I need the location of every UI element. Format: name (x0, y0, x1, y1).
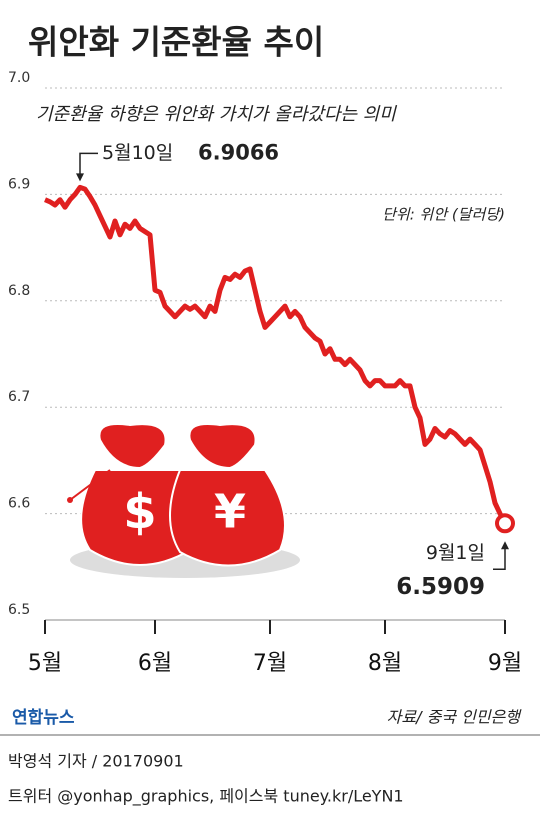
money-bags-illustration: $ ¥ (67, 423, 300, 578)
x-tick-label: 6월 (138, 651, 172, 676)
y-tick-label: 6.7 (8, 389, 30, 405)
end-marker (495, 513, 515, 534)
annotation-arrow (493, 545, 506, 571)
line (44, 184, 508, 525)
source: 자료/ 중국 인민은행 (387, 708, 523, 727)
y-tick-label: 7.0 (8, 70, 30, 86)
y-tick-label: 6.6 (8, 496, 30, 512)
chart-background (0, 0, 540, 735)
annotation-arrow (79, 152, 98, 178)
annotation-arrowhead (501, 541, 509, 550)
y-tick-label: 6.8 (8, 283, 30, 299)
chart-subtitle: 기준환율 하향은 위안화 가치가 올라갔다는 의미 (36, 104, 397, 125)
logo: 연합뉴스 (12, 707, 75, 728)
x-tick-label: 5월 (28, 651, 62, 676)
unit-label: 단위: 위안 (달러당) (382, 206, 505, 224)
y-tick-label: 6.9 (8, 176, 30, 192)
annotation-date: 5월10일 (102, 142, 173, 164)
annotation-date: 9월1일 (426, 542, 485, 564)
x-tick-label: 9월 (488, 651, 522, 676)
annotation-value: 6.9066 (198, 140, 279, 164)
y-tick-label: 6.5 (8, 602, 30, 618)
x-tick-label: 7월 (253, 651, 287, 676)
annotation-arrowhead (76, 173, 84, 182)
svg-text:$: $ (123, 484, 156, 540)
x-tick-label: 8월 (368, 651, 402, 676)
annotation-value: 6.5909 (396, 574, 485, 600)
byline: 박영석 기자 / 20170901 (8, 752, 184, 771)
svg-text:¥: ¥ (214, 485, 246, 539)
credits: 트위터 @yonhap_graphics, 페이스북 tuney.kr/LeYN… (8, 787, 404, 807)
chart-title: 위안화 기준환율 추이 (28, 23, 324, 62)
